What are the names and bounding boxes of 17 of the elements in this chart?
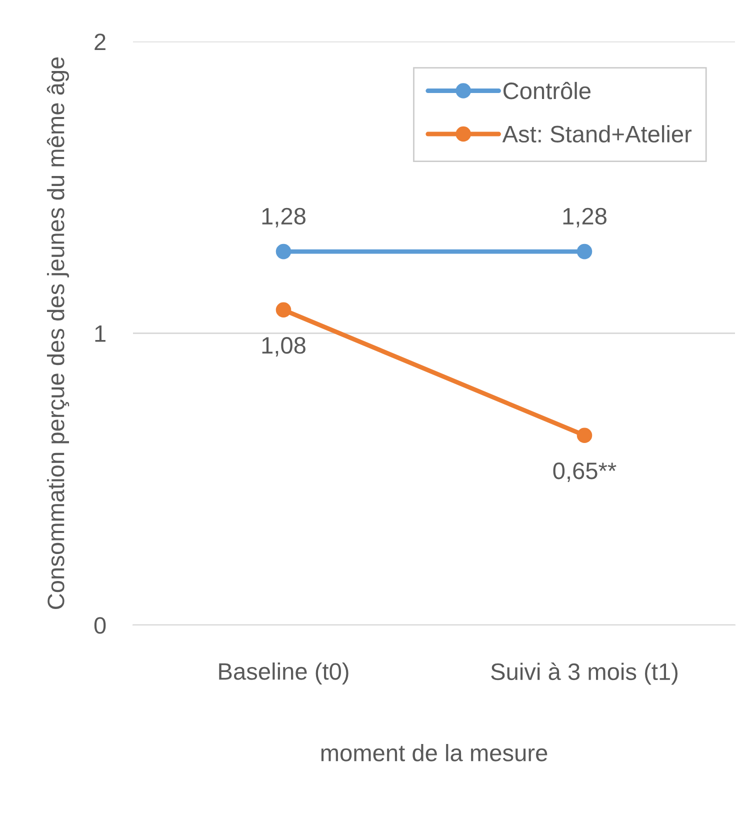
data-label: 1,28 — [563, 208, 606, 228]
y-axis-title: Consommation perçue des des jeunes du même âge — [46, 57, 70, 609]
point — [276, 244, 292, 260]
point — [576, 244, 592, 260]
y-tick-label: 1 — [95, 326, 106, 342]
y-tick-label: 2 — [94, 34, 106, 50]
point — [276, 302, 292, 318]
x-tick-label: Suivi à 3 mois (t1) — [491, 662, 678, 685]
data-label: 1,28 — [262, 208, 306, 228]
x-axis-title: moment de la mesure — [321, 744, 548, 762]
legend-label: Contrôle — [503, 82, 590, 100]
x-tick-label: Baseline (t0) — [219, 662, 348, 684]
data-label: 1,08 — [262, 337, 306, 357]
point — [576, 428, 592, 443]
y-tick-label: 0 — [94, 617, 106, 634]
legend-label: Ast: Stand+Atelier — [502, 125, 692, 143]
data-label: 0,65** — [553, 462, 616, 482]
